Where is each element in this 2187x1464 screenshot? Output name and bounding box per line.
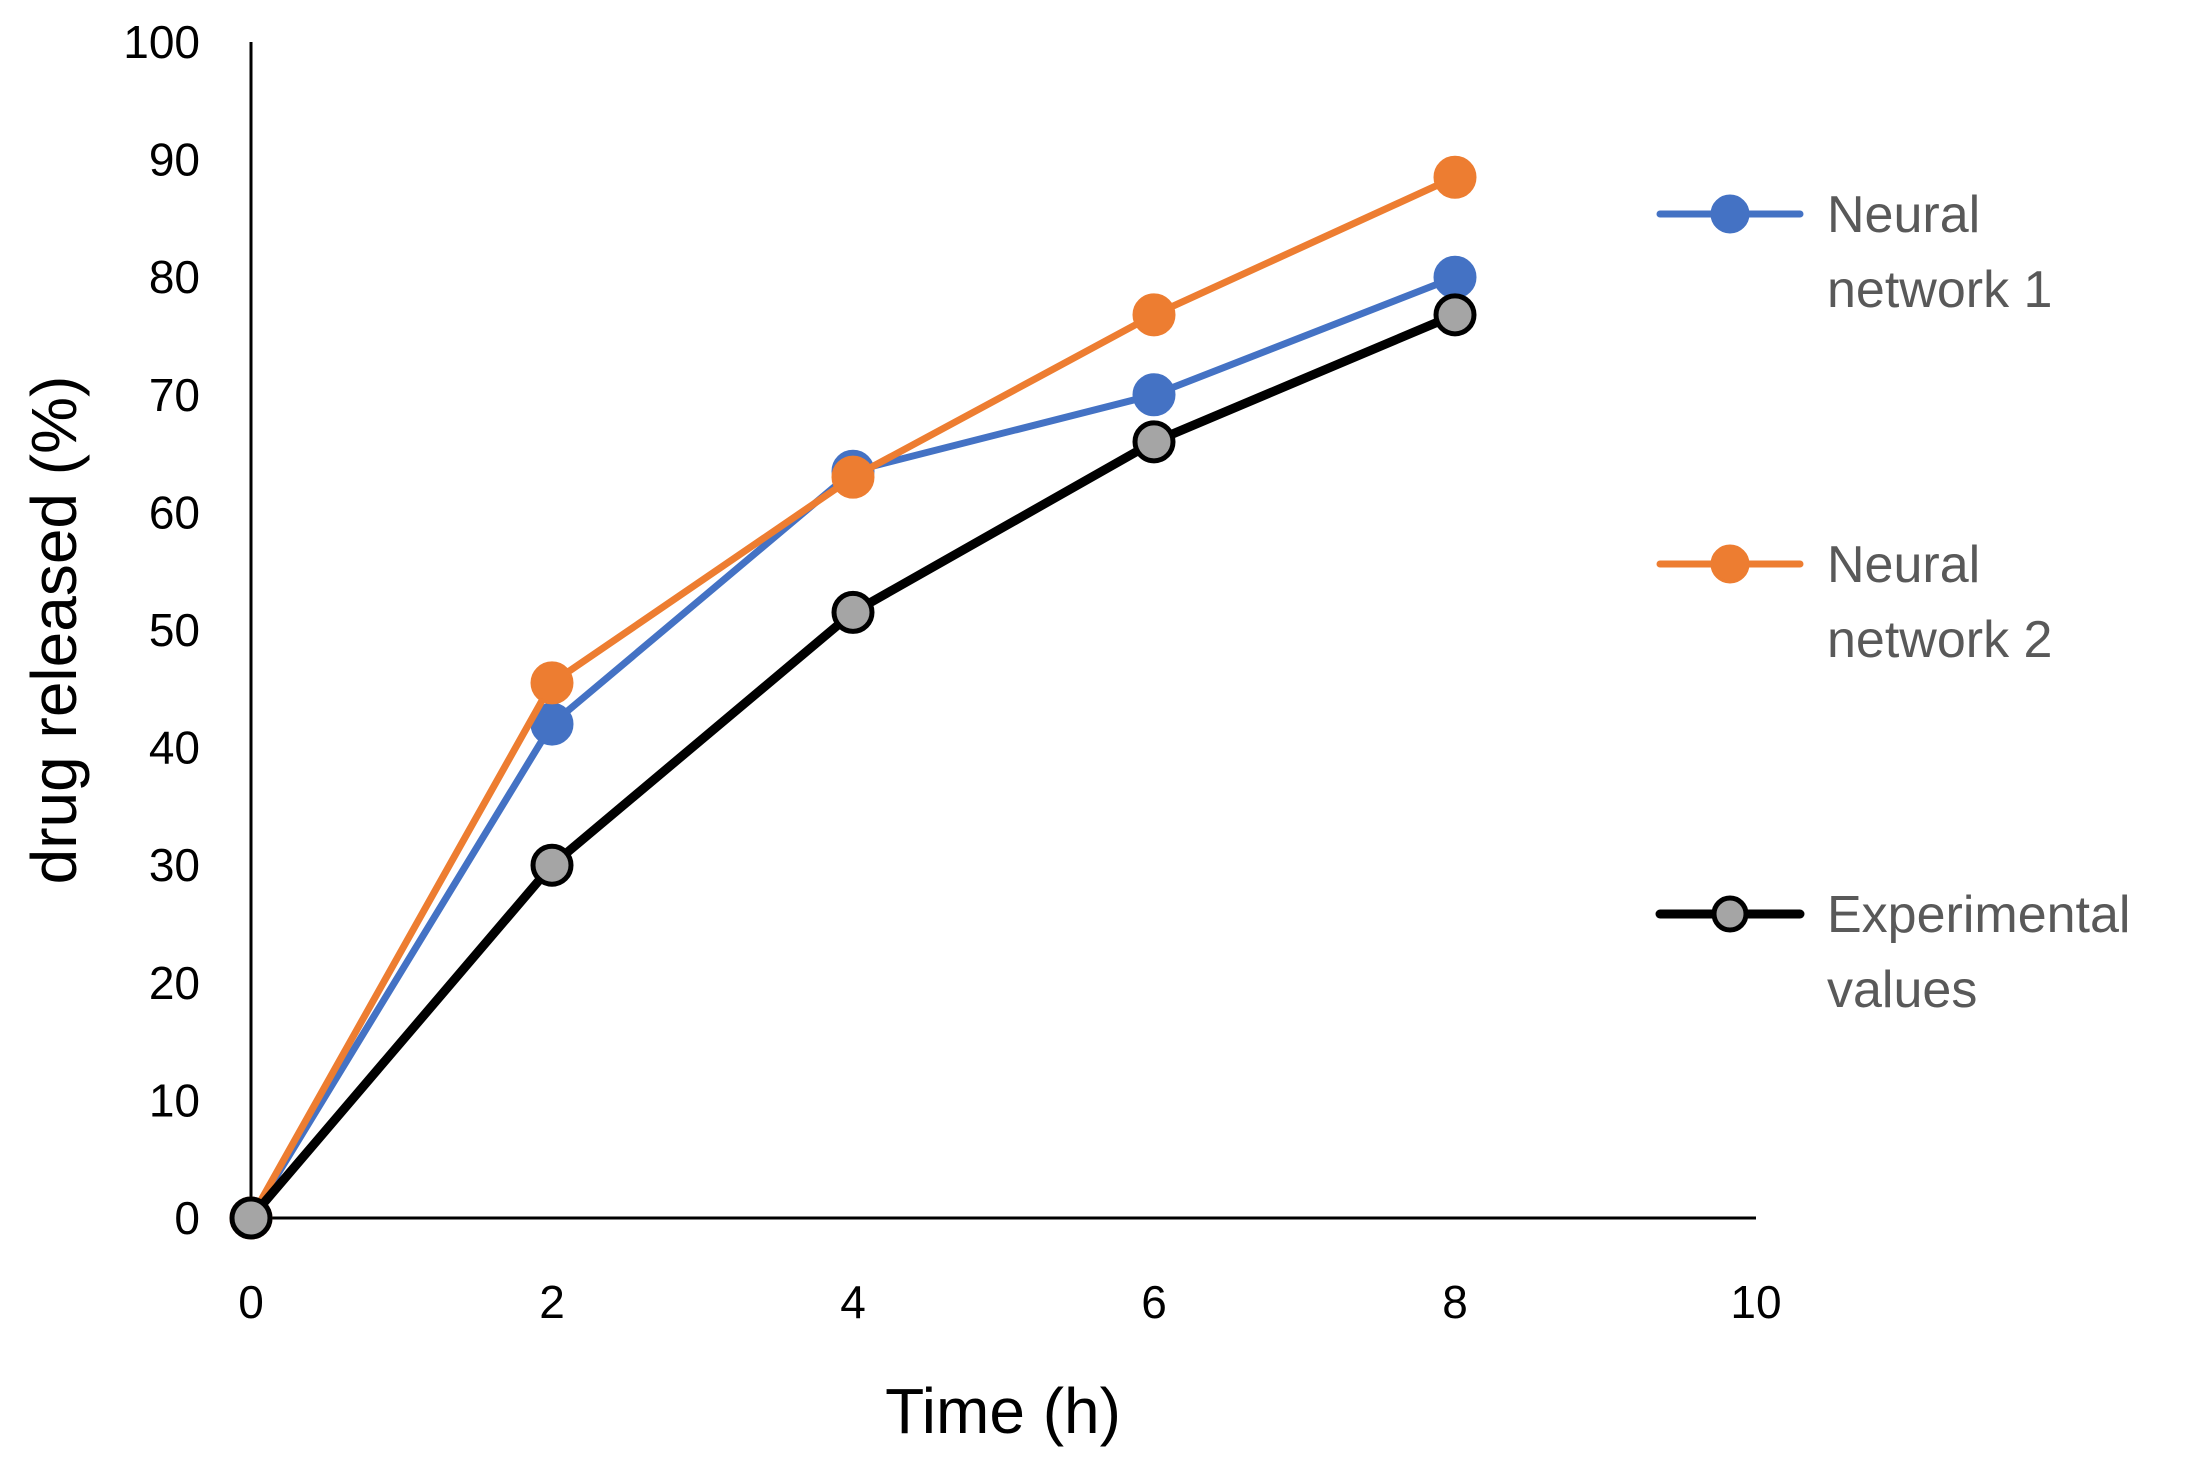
legend-label: Experimental (1827, 886, 2130, 944)
y-axis-title: drug released (%) (18, 376, 90, 885)
x-tick-label: 8 (1442, 1276, 1468, 1328)
legend-label: network 1 (1827, 261, 2052, 319)
legend-swatch-marker (1711, 895, 1749, 933)
data-point (1132, 293, 1176, 337)
y-tick-label: 10 (149, 1074, 200, 1126)
y-tick-label: 30 (149, 839, 200, 891)
x-tick-label: 2 (539, 1276, 565, 1328)
x-tick-label: 10 (1730, 1276, 1781, 1328)
legend-item: Neural network 2 (1656, 536, 2052, 669)
legend-item: Experimental values (1655, 886, 2130, 1019)
y-tick-label: 90 (149, 134, 200, 186)
x-tick-labels: 0 2 4 6 8 10 (238, 1276, 1781, 1328)
legend-swatch-marker (1710, 544, 1750, 584)
series-neural-network-1 (229, 255, 1477, 1240)
legend-label: network 2 (1827, 611, 2052, 669)
data-point (831, 455, 875, 499)
x-axis-title: Time (h) (885, 1375, 1121, 1447)
legend-item: Neural network 1 (1656, 186, 2052, 319)
x-tick-label: 6 (1141, 1276, 1167, 1328)
y-tick-label: 100 (123, 16, 200, 68)
y-tick-label: 0 (174, 1192, 200, 1244)
y-tick-label: 40 (149, 722, 200, 774)
legend-label: values (1827, 961, 1977, 1019)
y-tick-label: 70 (149, 369, 200, 421)
data-point (530, 843, 574, 887)
series-line (247, 173, 1459, 1222)
data-point (1132, 373, 1176, 417)
data-point (831, 590, 875, 634)
x-tick-label: 0 (238, 1276, 264, 1328)
data-point (1433, 255, 1477, 299)
legend-swatch-marker (1710, 194, 1750, 234)
series-experimental-values (229, 293, 1477, 1240)
y-tick-labels: 0 10 20 30 40 50 60 70 80 90 100 (123, 16, 200, 1244)
y-tick-label: 60 (149, 486, 200, 538)
series-neural-network-2 (229, 155, 1477, 1240)
y-tick-label: 50 (149, 604, 200, 656)
axes (249, 42, 1756, 1220)
series-line (247, 273, 1459, 1222)
data-point (1132, 420, 1176, 464)
x-tick-label: 4 (840, 1276, 866, 1328)
data-point (1433, 293, 1477, 337)
data-point (229, 1196, 273, 1240)
legend: Neural network 1 Neural network 2 Experiment… (1655, 186, 2130, 1019)
legend-label: Neural (1827, 536, 1980, 594)
y-tick-label: 80 (149, 251, 200, 303)
y-tick-label: 20 (149, 957, 200, 1009)
data-point (530, 661, 574, 705)
plot-series (229, 155, 1477, 1240)
legend-label: Neural (1827, 186, 1980, 244)
data-point (1433, 155, 1477, 199)
